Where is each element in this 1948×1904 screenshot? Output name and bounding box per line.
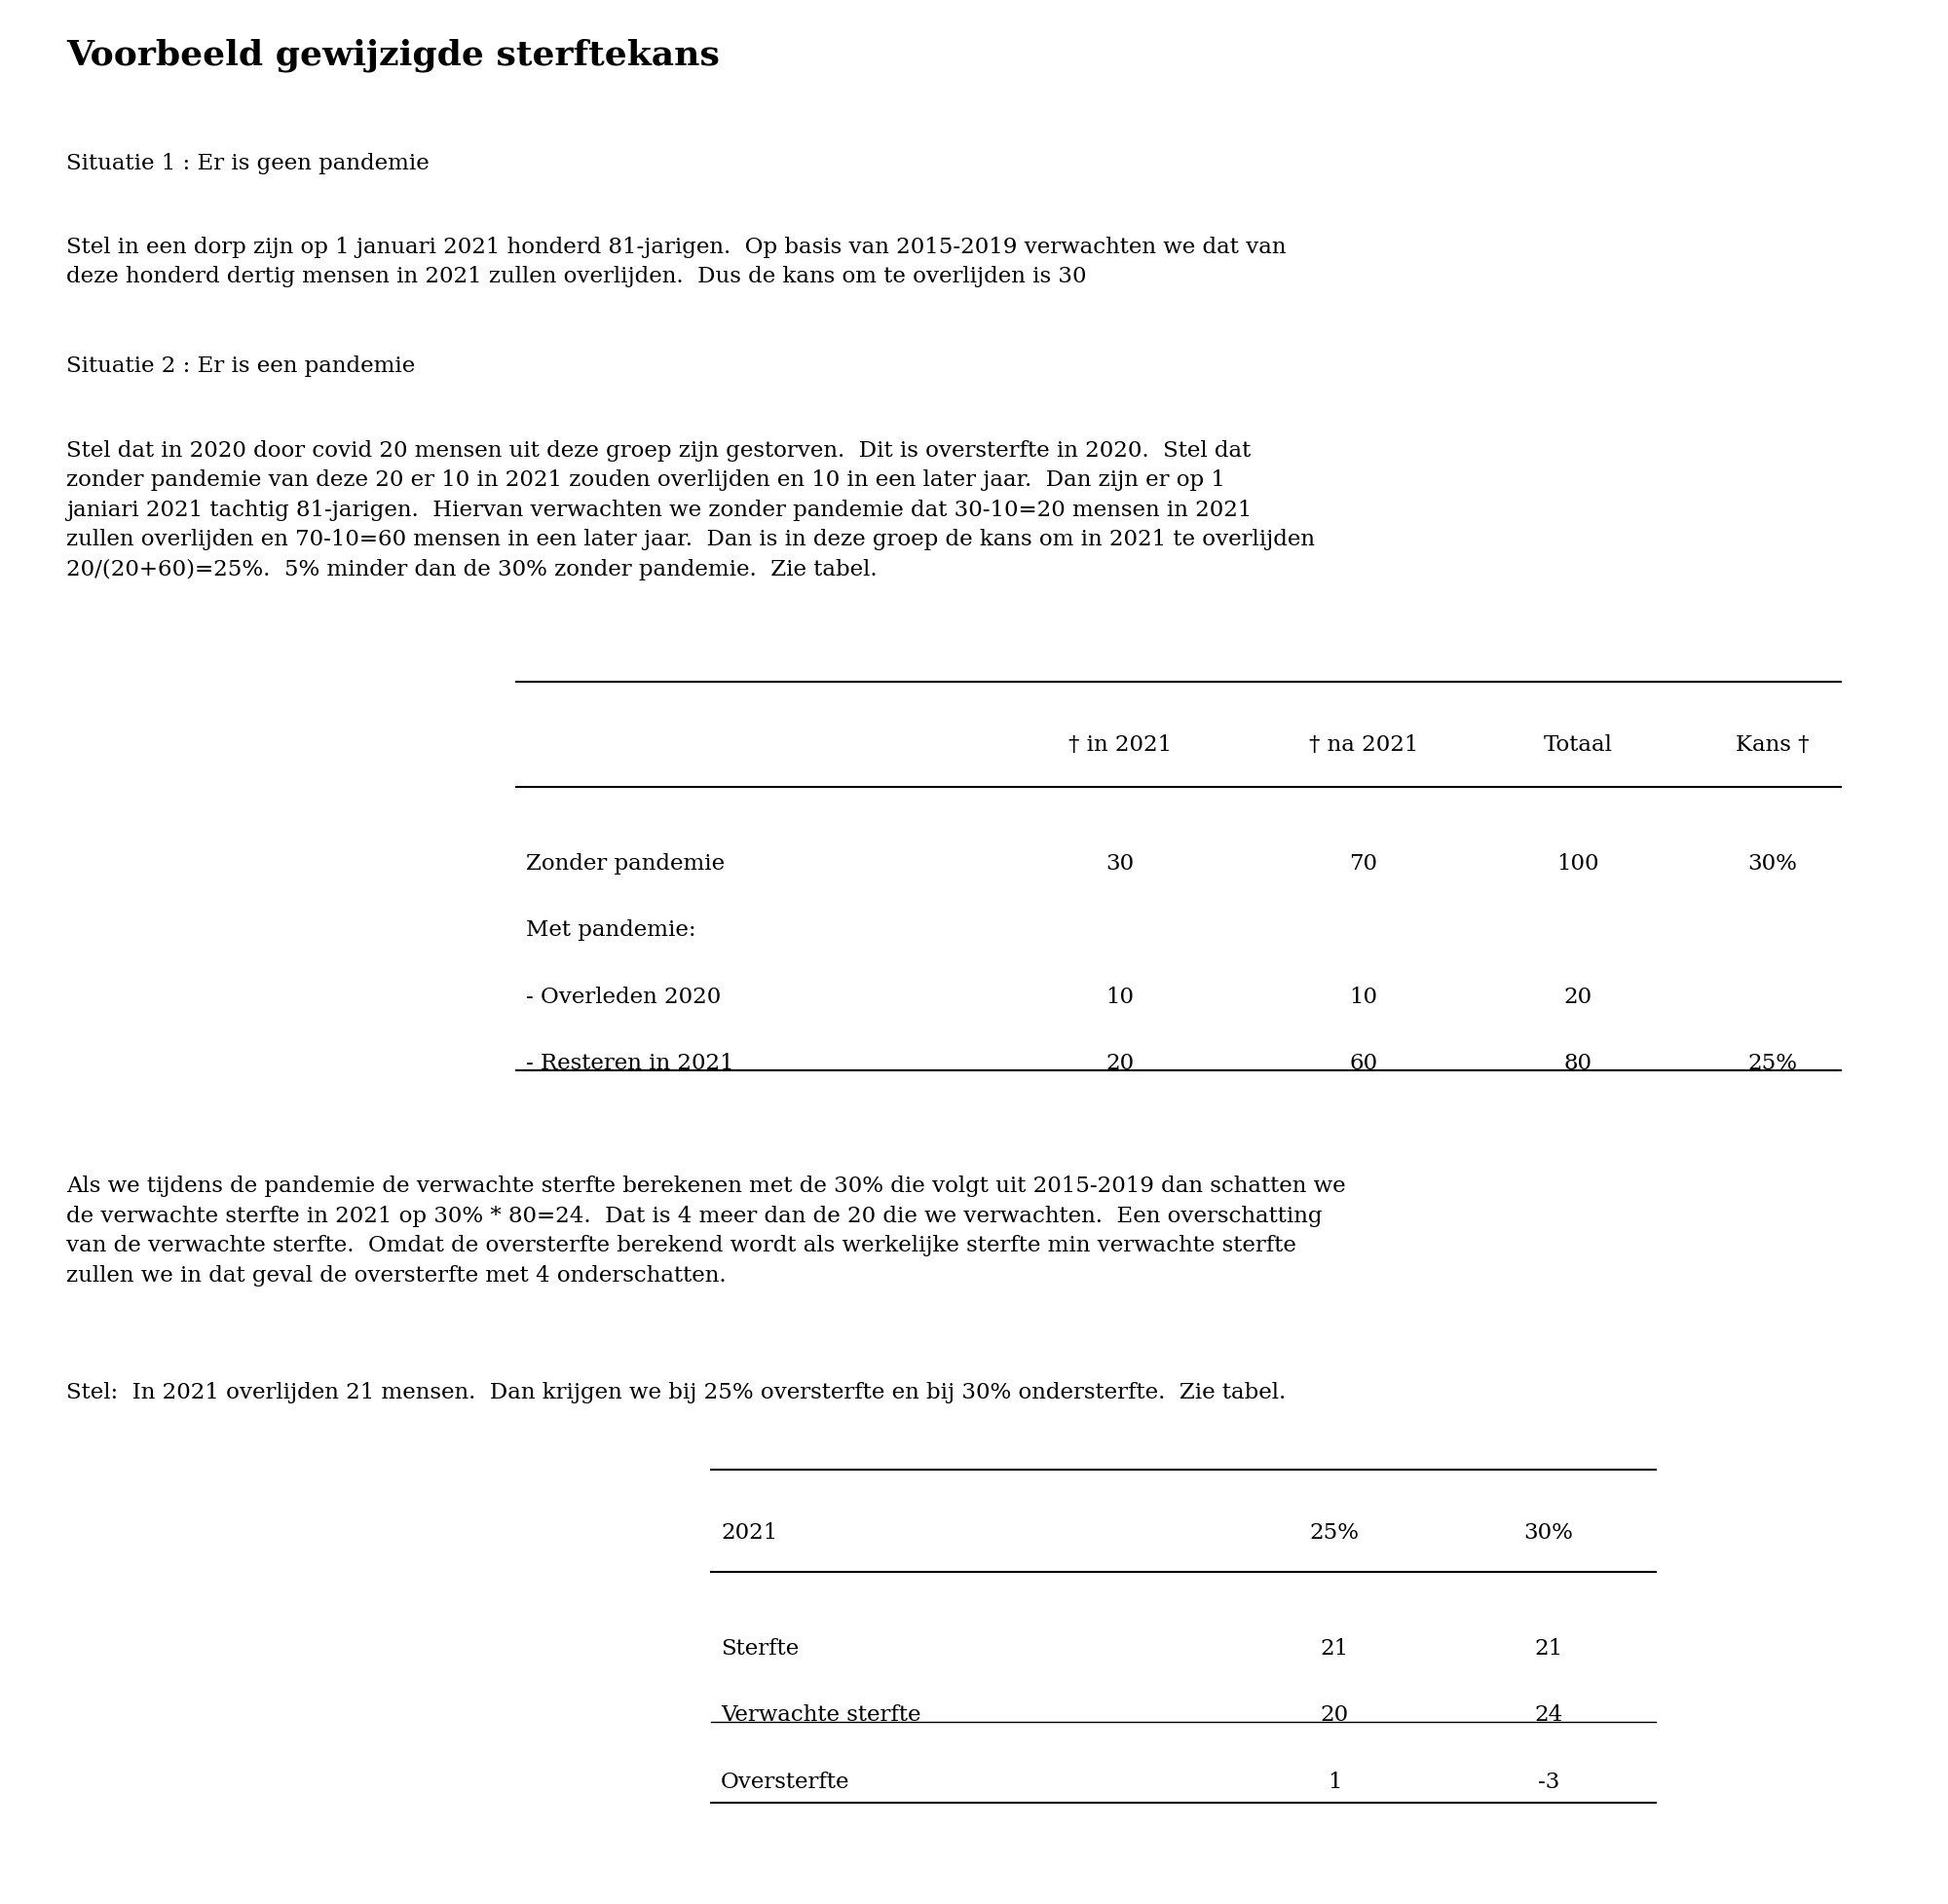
Text: 10: 10 bbox=[1106, 986, 1134, 1007]
Text: Sterfte: Sterfte bbox=[721, 1637, 799, 1660]
Text: 60: 60 bbox=[1350, 1053, 1377, 1074]
Text: 30%: 30% bbox=[1747, 853, 1798, 874]
Text: 21: 21 bbox=[1321, 1637, 1348, 1660]
Text: 70: 70 bbox=[1350, 853, 1377, 874]
Text: 20: 20 bbox=[1106, 1053, 1134, 1074]
Text: 21: 21 bbox=[1535, 1637, 1562, 1660]
Text: 2021: 2021 bbox=[721, 1523, 777, 1544]
Text: 20: 20 bbox=[1564, 986, 1592, 1007]
Text: Totaal: Totaal bbox=[1543, 735, 1613, 756]
Text: Zonder pandemie: Zonder pandemie bbox=[526, 853, 725, 874]
Text: 10: 10 bbox=[1350, 986, 1377, 1007]
Text: † in 2021: † in 2021 bbox=[1068, 735, 1173, 756]
Text: - Overleden 2020: - Overleden 2020 bbox=[526, 986, 721, 1007]
Text: Stel dat in 2020 door covid 20 mensen uit deze groep zijn gestorven.  Dit is ove: Stel dat in 2020 door covid 20 mensen ui… bbox=[66, 440, 1315, 581]
Text: Oversterfte: Oversterfte bbox=[721, 1771, 849, 1794]
Text: 20: 20 bbox=[1321, 1704, 1348, 1727]
Text: Stel:  In 2021 overlijden 21 mensen.  Dan krijgen we bij 25% oversterfte en bij : Stel: In 2021 overlijden 21 mensen. Dan … bbox=[66, 1382, 1286, 1403]
Text: Met pandemie:: Met pandemie: bbox=[526, 920, 695, 941]
Text: Verwachte sterfte: Verwachte sterfte bbox=[721, 1704, 921, 1727]
Text: Als we tijdens de pandemie de verwachte sterfte berekenen met de 30% die volgt u: Als we tijdens de pandemie de verwachte … bbox=[66, 1175, 1346, 1287]
Text: 30: 30 bbox=[1106, 853, 1134, 874]
Text: 30%: 30% bbox=[1523, 1523, 1574, 1544]
Text: 80: 80 bbox=[1564, 1053, 1592, 1074]
Text: 24: 24 bbox=[1535, 1704, 1562, 1727]
Text: 1: 1 bbox=[1327, 1771, 1342, 1794]
Text: - Resteren in 2021: - Resteren in 2021 bbox=[526, 1053, 734, 1074]
Text: † na 2021: † na 2021 bbox=[1309, 735, 1418, 756]
Text: Voorbeeld gewijzigde sterftekans: Voorbeeld gewijzigde sterftekans bbox=[66, 38, 719, 72]
Text: -3: -3 bbox=[1537, 1771, 1560, 1794]
Text: 25%: 25% bbox=[1309, 1523, 1360, 1544]
Text: Situatie 2 : Er is een pandemie: Situatie 2 : Er is een pandemie bbox=[66, 356, 415, 377]
Text: 25%: 25% bbox=[1747, 1053, 1798, 1074]
Text: 100: 100 bbox=[1556, 853, 1599, 874]
Text: Kans †: Kans † bbox=[1736, 735, 1810, 756]
Text: Situatie 1 : Er is geen pandemie: Situatie 1 : Er is geen pandemie bbox=[66, 152, 429, 173]
Text: Stel in een dorp zijn op 1 januari 2021 honderd 81-jarigen.  Op basis van 2015-2: Stel in een dorp zijn op 1 januari 2021 … bbox=[66, 236, 1286, 288]
